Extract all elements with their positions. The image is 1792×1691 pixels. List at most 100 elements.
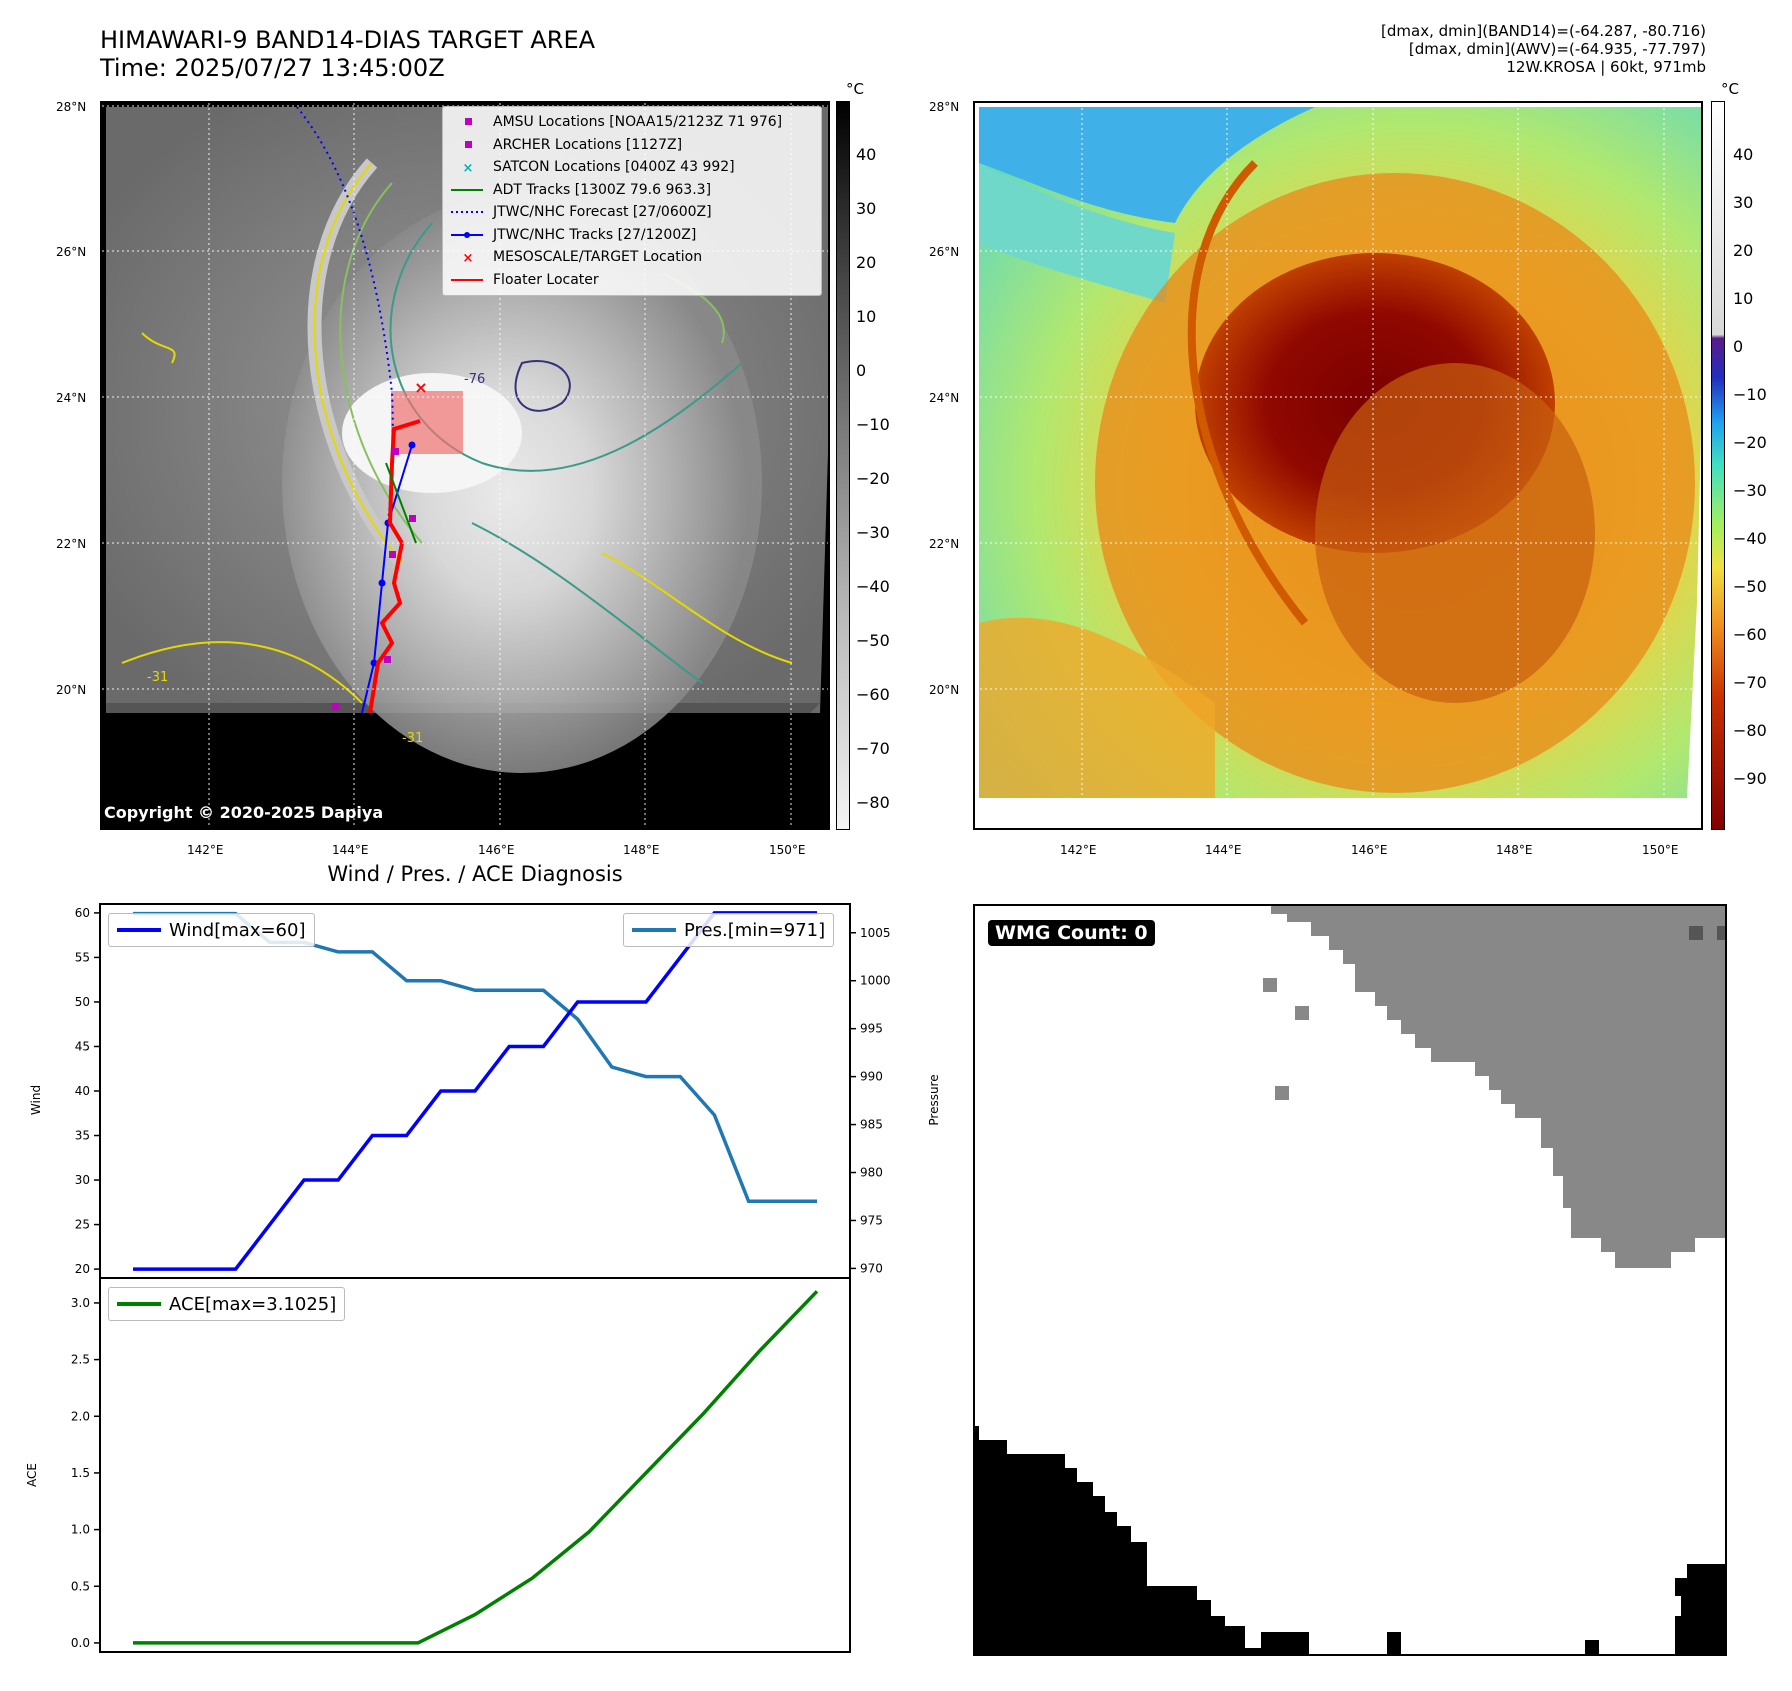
copyright-text: Copyright © 2020-2025 Dapiya [104,803,384,822]
left-lon-146: 146°E [478,843,515,857]
legend-item-archer: ARCHER Locations [1127Z] [449,134,815,157]
diagnosis-chart: 20 25 30 35 40 45 50 55 60 970 975 980 985 990 995 1000… [25,903,941,1653]
legend-item-satcon: × SATCON Locations [0400Z 43 992] [449,156,815,179]
blue-line-dot-icon [451,231,483,238]
right-lat-22: 22°N [929,537,960,551]
wind-tick-label: 30 [75,1173,90,1187]
ace-tick-label: 0.5 [71,1579,90,1593]
wind-tick-label: 35 [75,1129,90,1143]
wmg-mask-image [975,906,1725,1654]
wind-tick-label: 40 [75,1084,90,1098]
magenta-square-icon [465,118,472,126]
right-lat-26: 26°N [929,245,960,259]
svg-text:×: × [463,251,474,264]
right-lat-28: 28°N [929,100,960,114]
right-lon-144: 144°E [1205,843,1242,857]
info-line-3: 12W.KROSA | 60kt, 971mb [1506,58,1706,76]
pressure-tick-label: 990 [860,1070,883,1084]
right-colorbar-unit: °C [1721,80,1739,98]
ace-legend-line-icon [117,1302,161,1306]
wind-tick-label: 20 [75,1262,90,1276]
wind-tick-label: 25 [75,1218,90,1232]
info-line-1: [dmax, dmin](BAND14)=(-64.287, -80.716) [1381,22,1706,40]
left-lat-28: 28°N [56,100,87,114]
left-lat-22: 22°N [56,537,87,551]
left-lat-20: 20°N [56,683,87,697]
left-lon-150: 150°E [769,843,806,857]
pressure-tick-label: 980 [860,1166,883,1180]
wind-tick-label: 45 [75,1039,90,1053]
right-colorbar [1711,101,1725,830]
right-lat-24: 24°N [929,391,960,405]
ace-tick-label: 2.0 [71,1409,90,1423]
ace-tick-label: 1.5 [71,1466,90,1480]
ace-tick-label: 1.0 [71,1523,90,1537]
blue-dotted-line-icon [451,211,483,214]
red-x-icon: × [463,251,474,264]
magenta-square-icon [465,140,472,148]
left-lon-148: 148°E [623,843,660,857]
title-line-2: Time: 2025/07/27 13:45:00Z [100,54,445,82]
color-ir-map-panel [973,101,1703,830]
title-line-1: HIMAWARI-9 BAND14-DIAS TARGET AREA [100,26,596,54]
pressure-tick-label: 985 [860,1118,883,1132]
cyan-x-icon: × [463,161,474,174]
map-legend: AMSU Locations [NOAA15/2123Z 71 976] ARC… [442,106,822,296]
legend-item-adt: ADT Tracks [1300Z 79.6 963.3] [449,179,815,202]
svg-text:×: × [463,161,474,174]
right-lat-20: 20°N [929,683,960,697]
ace-legend: ACE[max=3.1025] [108,1287,346,1321]
svg-text:×: × [414,378,427,397]
wmg-count-badge: WMG Count: 0 [988,920,1155,946]
pressure-tick-label: 995 [860,1022,883,1036]
right-lon-150: 150°E [1642,843,1679,857]
contour-label-76: -76 [464,372,485,387]
left-lat-24: 24°N [56,391,87,405]
left-lat-26: 26°N [56,245,87,259]
info-line-2: [dmax, dmin](AWV)=(-64.935, -77.797) [1408,40,1706,58]
right-colorbar-ticks: 40 30 20 10 0 −10 −20 −30 −40 −50 −60 −7… [1733,145,1767,788]
pressure-tick-label: 970 [860,1261,883,1275]
diagnosis-title: Wind / Pres. / ACE Diagnosis [327,862,623,886]
wind-tick-label: 50 [75,995,90,1009]
red-line-icon [451,278,483,281]
pressure-tick-label: 1005 [860,926,891,940]
ace-tick-label: 0.0 [71,1636,90,1650]
ace-series-line [133,1290,819,1645]
left-colorbar-unit: °C [846,80,864,98]
ace-axis-label: ACE [25,1463,39,1487]
ace-tick-label: 2.5 [71,1353,90,1367]
pressure-legend-line-icon [632,928,676,932]
right-lon-148: 148°E [1496,843,1533,857]
pressure-tick-label: 1000 [860,974,891,988]
wind-axis-label: Wind [29,1085,43,1115]
map-title: HIMAWARI-9 BAND14-DIAS TARGET AREA Time:… [100,26,595,82]
left-colorbar [836,101,850,830]
right-lon-142: 142°E [1060,843,1097,857]
left-lon-144: 144°E [332,843,369,857]
wind-tick-label: 60 [75,906,90,920]
green-line-icon [451,188,483,191]
legend-item-target: × MESOSCALE/TARGET Location [449,246,815,269]
color-ir-map-image [975,103,1701,828]
storm-info: [dmax, dmin](BAND14)=(-64.287, -80.716) … [1381,22,1706,76]
pressure-tick-label: 975 [860,1213,883,1227]
ace-tick-label: 3.0 [71,1296,90,1310]
legend-item-floater: Floater Locater [449,269,815,292]
contour-label-31a: -31 [147,670,168,685]
wind-legend: Wind[max=60] [108,913,315,947]
pressure-series-line [133,911,817,1204]
ace-frame [99,1277,851,1653]
contour-label-31b: -31 [402,731,423,746]
wind-tick-label: 55 [75,950,90,964]
wind-legend-line-icon [117,928,161,932]
left-colorbar-ticks: 40 30 20 10 0 −10 −20 −30 −40 −50 −60 −7… [856,145,890,812]
right-lon-146: 146°E [1351,843,1388,857]
pressure-axis-label: Pressure [927,1074,941,1125]
pressure-legend: Pres.[min=971] [623,913,835,947]
wmg-panel: WMG Count: 0 [973,904,1727,1656]
legend-item-tracks: JTWC/NHC Tracks [27/1200Z] [449,224,815,247]
legend-item-forecast: JTWC/NHC Forecast [27/0600Z] [449,201,815,224]
legend-item-amsu: AMSU Locations [NOAA15/2123Z 71 976] [449,111,815,134]
wind-series-line [133,911,817,1271]
